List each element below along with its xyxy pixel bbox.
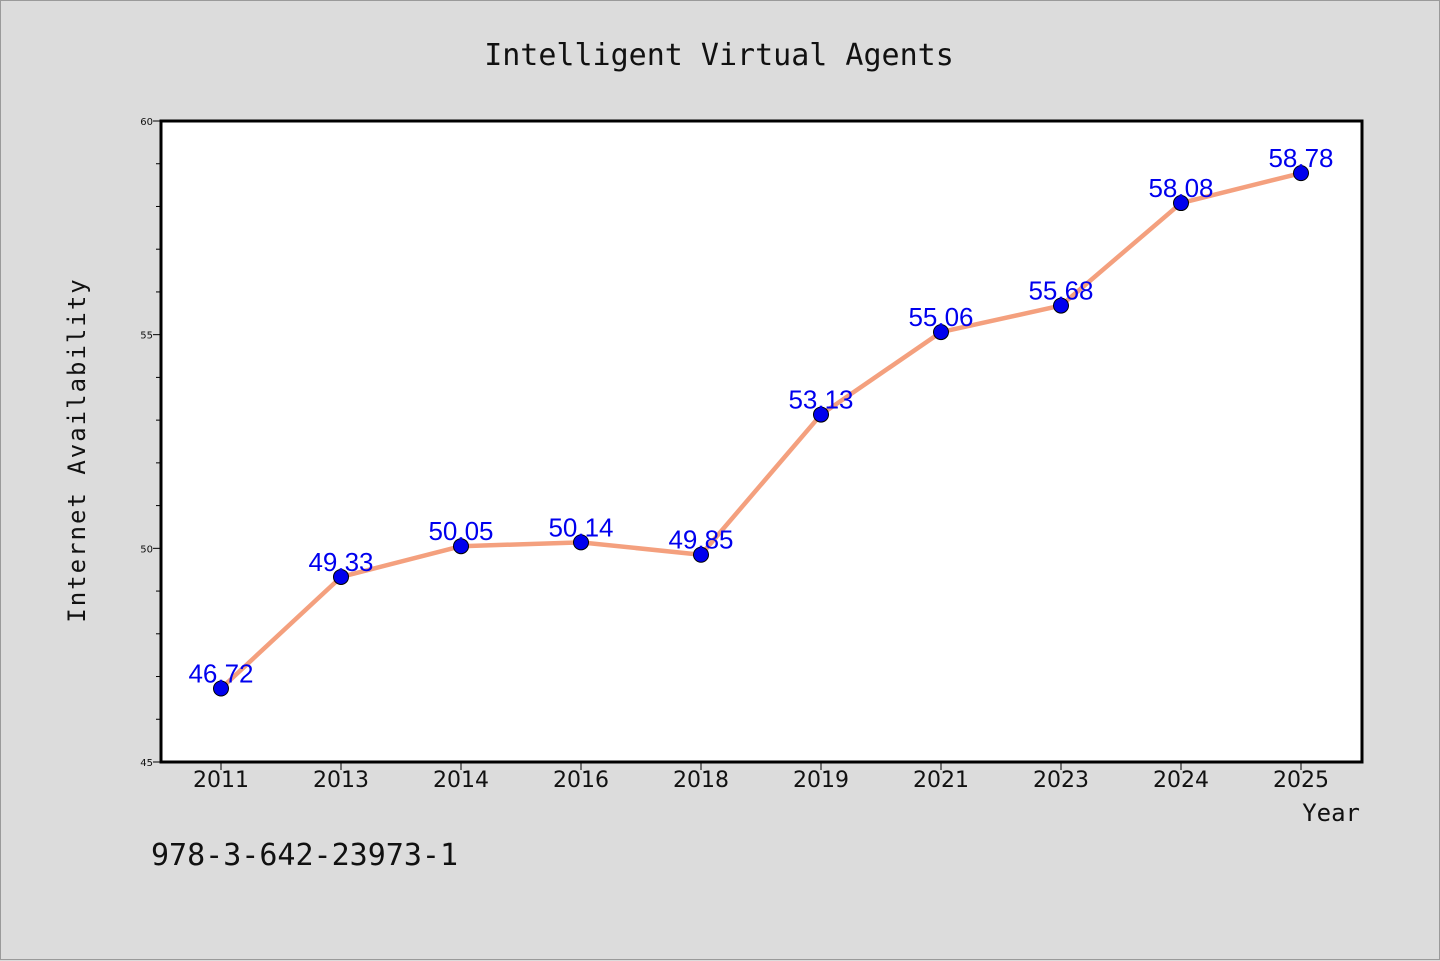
data-labels: 46.72 49.33 50.05 50.14 49.85 53.13 55.06 55.68… (188, 143, 1333, 688)
data-point (333, 568, 349, 585)
y-tick-label: 45 (140, 758, 153, 769)
data-label: 58.08 (1148, 173, 1213, 203)
y-tick-label: 60 (140, 117, 153, 128)
x-axis: 2011 2013 2014 2016 2018 2019 2021 2023 2024 2025 (193, 762, 1329, 793)
data-point (933, 324, 949, 341)
data-label: 50.14 (548, 512, 613, 542)
data-point (573, 534, 589, 551)
x-tick-label: 2024 (1153, 768, 1209, 793)
data-label: 53.13 (788, 385, 853, 415)
data-label: 55.68 (1028, 276, 1093, 306)
data-label: 46.72 (188, 658, 253, 688)
x-tick-label: 2016 (553, 768, 609, 793)
data-label: 50.05 (428, 516, 493, 546)
data-point (813, 406, 829, 423)
data-series (213, 165, 1309, 697)
x-tick-label: 2025 (1273, 768, 1329, 793)
data-point (1053, 297, 1069, 314)
data-label: 58.78 (1268, 143, 1333, 173)
chart-title: Intelligent Virtual Agents (484, 38, 954, 73)
data-point (1293, 165, 1309, 182)
isbn-text: 978-3-642-23973-1 (151, 838, 458, 873)
data-label: 55.06 (908, 302, 973, 332)
x-tick-label: 2023 (1033, 768, 1089, 793)
x-tick-label: 2014 (433, 768, 489, 793)
y-axis-label: Internet Availability (63, 277, 91, 622)
data-point (213, 680, 229, 697)
plot-area (159, 119, 1364, 764)
data-point (453, 538, 469, 555)
x-tick-label: 2018 (673, 768, 729, 793)
data-label: 49.85 (668, 525, 733, 555)
x-tick-label: 2021 (913, 768, 969, 793)
series-line (218, 170, 1304, 691)
data-label: 49.33 (308, 547, 373, 577)
y-tick-label: 55 (140, 331, 153, 342)
data-point (1173, 195, 1189, 212)
x-tick-label: 2013 (313, 768, 369, 793)
data-point (693, 546, 709, 563)
y-axis: 45 50 55 60 (140, 117, 161, 769)
x-tick-label: 2019 (793, 768, 849, 793)
x-axis-label: Year (1302, 799, 1360, 827)
x-tick-label: 2011 (193, 768, 249, 793)
y-tick-label: 50 (140, 544, 153, 555)
